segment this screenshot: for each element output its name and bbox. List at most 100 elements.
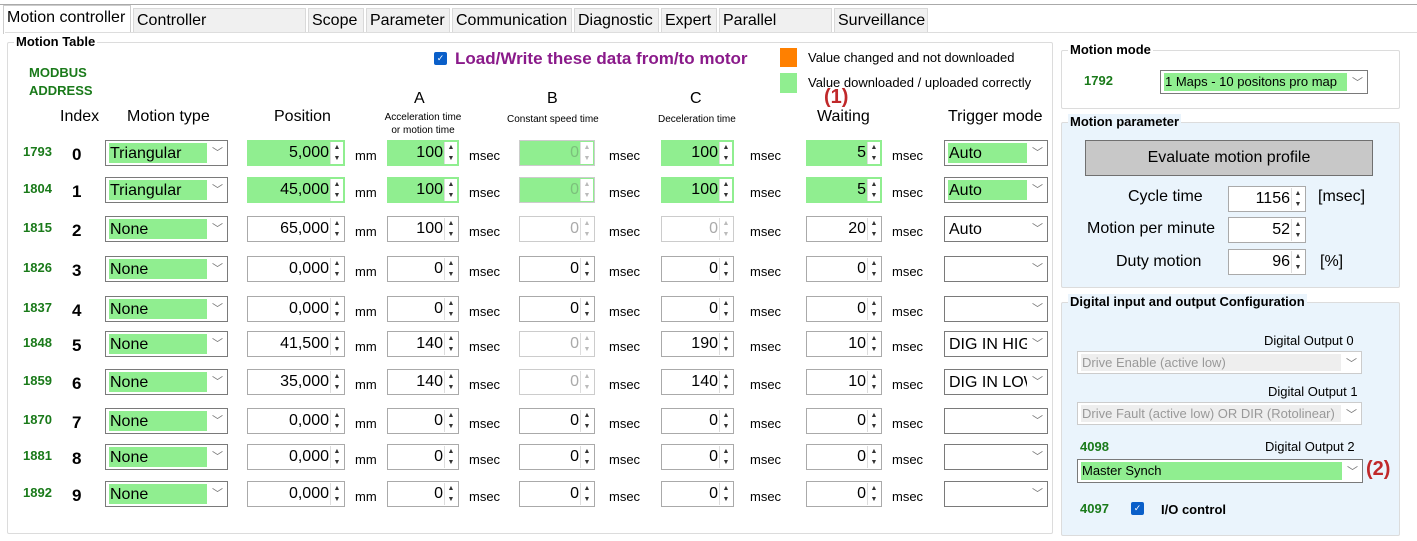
spinner-arrows-icon[interactable]: ▲ ▼ [719, 410, 732, 432]
tab-scope[interactable]: Scope [308, 8, 364, 33]
spinner-arrows-icon[interactable]: ▲ ▼ [330, 483, 343, 505]
trigger-mode-select[interactable]: ﹀ [944, 444, 1048, 470]
spinner-arrows-icon[interactable]: ▲ ▼ [330, 333, 343, 355]
deceleration-time-spinner[interactable]: 0 ▲ ▼ [661, 296, 734, 322]
evaluate-motion-profile-button[interactable]: Evaluate motion profile [1085, 140, 1373, 176]
spinner-arrows-icon[interactable]: ▲ ▼ [444, 371, 457, 393]
spinner-arrows-icon[interactable]: ▲ ▼ [580, 218, 593, 240]
duty-motion-spinner[interactable]: 96 ▲ ▼ [1228, 249, 1306, 275]
spinner-arrows-icon[interactable]: ▲ ▼ [330, 258, 343, 280]
spinner-arrows-icon[interactable]: ▲ ▼ [330, 446, 343, 468]
motion-per-minute-spinner[interactable]: 52 ▲ ▼ [1228, 217, 1306, 243]
spinner-arrows-icon[interactable]: ▲ ▼ [867, 371, 880, 393]
acceleration-time-spinner[interactable]: 0 ▲ ▼ [387, 481, 459, 507]
position-spinner[interactable]: 0,000 ▲ ▼ [247, 296, 345, 322]
spinner-arrows-icon[interactable]: ▲ ▼ [444, 333, 457, 355]
deceleration-time-spinner[interactable]: 100 ▲ ▼ [661, 177, 734, 203]
waiting-spinner[interactable]: 0 ▲ ▼ [806, 444, 882, 470]
cycle-time-spinner[interactable]: 1156 ▲ ▼ [1228, 186, 1306, 212]
position-spinner[interactable]: 0,000 ▲ ▼ [247, 408, 345, 434]
constant-speed-time-spinner[interactable]: 0 ▲ ▼ [519, 481, 595, 507]
spinner-arrows-icon[interactable]: ▲ ▼ [444, 410, 457, 432]
spinner-arrows-icon[interactable]: ▲ ▼ [444, 179, 457, 201]
waiting-spinner[interactable]: 5 ▲ ▼ [806, 177, 882, 203]
position-spinner[interactable]: 0,000 ▲ ▼ [247, 444, 345, 470]
digital-output-0-select[interactable]: Drive Enable (active low) ﹀ [1077, 351, 1362, 374]
tab-surveillance[interactable]: Surveillance [834, 8, 928, 33]
motion-type-select[interactable]: None ﹀ [105, 216, 228, 242]
spinner-arrows-icon[interactable]: ▲ ▼ [867, 179, 880, 201]
motion-type-select[interactable]: None ﹀ [105, 256, 228, 282]
spinner-arrows-icon[interactable]: ▲ ▼ [330, 179, 343, 201]
spinner-arrows-icon[interactable]: ▲ ▼ [867, 410, 880, 432]
deceleration-time-spinner[interactable]: 140 ▲ ▼ [661, 369, 734, 395]
trigger-mode-select[interactable]: Auto ﹀ [944, 216, 1048, 242]
spinner-arrows-icon[interactable]: ▲ ▼ [719, 142, 732, 164]
digital-output-1-select[interactable]: Drive Fault (active low) OR DIR (Rotolin… [1077, 402, 1362, 425]
tab-motion-controller[interactable]: Motion controller [3, 5, 131, 34]
constant-speed-time-spinner[interactable]: 0 ▲ ▼ [519, 331, 595, 357]
acceleration-time-spinner[interactable]: 0 ▲ ▼ [387, 296, 459, 322]
waiting-spinner[interactable]: 5 ▲ ▼ [806, 140, 882, 166]
waiting-spinner[interactable]: 0 ▲ ▼ [806, 481, 882, 507]
acceleration-time-spinner[interactable]: 100 ▲ ▼ [387, 216, 459, 242]
waiting-spinner[interactable]: 0 ▲ ▼ [806, 256, 882, 282]
spinner-arrows-icon[interactable]: ▲ ▼ [719, 258, 732, 280]
spinner-arrows-icon[interactable]: ▲ ▼ [444, 258, 457, 280]
deceleration-time-spinner[interactable]: 100 ▲ ▼ [661, 140, 734, 166]
spinner-arrows-icon[interactable]: ▲ ▼ [330, 142, 343, 164]
constant-speed-time-spinner[interactable]: 0 ▲ ▼ [519, 256, 595, 282]
constant-speed-time-spinner[interactable]: 0 ▲ ▼ [519, 369, 595, 395]
trigger-mode-select[interactable]: Auto ﹀ [944, 140, 1048, 166]
tab-communication[interactable]: Communication [452, 8, 572, 33]
trigger-mode-select[interactable]: ﹀ [944, 481, 1048, 507]
acceleration-time-spinner[interactable]: 0 ▲ ▼ [387, 408, 459, 434]
constant-speed-time-spinner[interactable]: 0 ▲ ▼ [519, 177, 595, 203]
spinner-arrows-icon[interactable]: ▲ ▼ [580, 371, 593, 393]
spinner-arrows-icon[interactable]: ▲ ▼ [580, 333, 593, 355]
position-spinner[interactable]: 35,000 ▲ ▼ [247, 369, 345, 395]
waiting-spinner[interactable]: 10 ▲ ▼ [806, 331, 882, 357]
waiting-spinner[interactable]: 0 ▲ ▼ [806, 296, 882, 322]
spinner-arrows-icon[interactable]: ▲ ▼ [867, 142, 880, 164]
spinner-arrows-icon[interactable]: ▲ ▼ [444, 483, 457, 505]
constant-speed-time-spinner[interactable]: 0 ▲ ▼ [519, 296, 595, 322]
spinner-arrows-icon[interactable]: ▲ ▼ [580, 410, 593, 432]
motion-type-select[interactable]: None ﹀ [105, 408, 228, 434]
deceleration-time-spinner[interactable]: 0 ▲ ▼ [661, 256, 734, 282]
motion-type-select[interactable]: None ﹀ [105, 331, 228, 357]
tab-controller-configuration[interactable]: Controller configuration [133, 8, 306, 53]
spinner-arrows-icon[interactable]: ▲ ▼ [580, 446, 593, 468]
position-spinner[interactable]: 45,000 ▲ ▼ [247, 177, 345, 203]
spinner-arrows-icon[interactable]: ▲ ▼ [719, 298, 732, 320]
spinner-arrows-icon[interactable]: ▲ ▼ [719, 371, 732, 393]
motion-mode-select[interactable]: 1 Maps - 10 positons pro map ﹀ [1160, 70, 1368, 94]
waiting-spinner[interactable]: 0 ▲ ▼ [806, 408, 882, 434]
constant-speed-time-spinner[interactable]: 0 ▲ ▼ [519, 216, 595, 242]
spinner-arrows-icon[interactable]: ▲ ▼ [444, 142, 457, 164]
spinner-arrows-icon[interactable]: ▲ ▼ [444, 298, 457, 320]
spinner-arrows-icon[interactable]: ▲ ▼ [719, 179, 732, 201]
deceleration-time-spinner[interactable]: 190 ▲ ▼ [661, 331, 734, 357]
spinner-arrows-icon[interactable]: ▲ ▼ [330, 218, 343, 240]
spinner-arrows-icon[interactable]: ▲ ▼ [719, 333, 732, 355]
motion-type-select[interactable]: Triangular ﹀ [105, 177, 228, 203]
spinner-arrows-icon[interactable]: ▲ ▼ [580, 179, 593, 201]
trigger-mode-select[interactable]: Auto ﹀ [944, 177, 1048, 203]
spinner-arrows-icon[interactable]: ▲ ▼ [580, 258, 593, 280]
motion-type-select[interactable]: None ﹀ [105, 481, 228, 507]
motion-type-select[interactable]: Triangular ﹀ [105, 140, 228, 166]
position-spinner[interactable]: 41,500 ▲ ▼ [247, 331, 345, 357]
position-spinner[interactable]: 65,000 ▲ ▼ [247, 216, 345, 242]
trigger-mode-select[interactable]: ﹀ [944, 408, 1048, 434]
spinner-arrows-icon[interactable]: ▲ ▼ [867, 258, 880, 280]
tab-expert[interactable]: Expert [661, 8, 717, 33]
spinner-arrows-icon[interactable]: ▲ ▼ [867, 483, 880, 505]
spinner-arrows-icon[interactable]: ▲ ▼ [1291, 219, 1304, 241]
spinner-arrows-icon[interactable]: ▲ ▼ [330, 410, 343, 432]
waiting-spinner[interactable]: 20 ▲ ▼ [806, 216, 882, 242]
spinner-arrows-icon[interactable]: ▲ ▼ [867, 298, 880, 320]
deceleration-time-spinner[interactable]: 0 ▲ ▼ [661, 408, 734, 434]
io-control-checkbox[interactable]: ✓ [1131, 502, 1144, 515]
position-spinner[interactable]: 5,000 ▲ ▼ [247, 140, 345, 166]
